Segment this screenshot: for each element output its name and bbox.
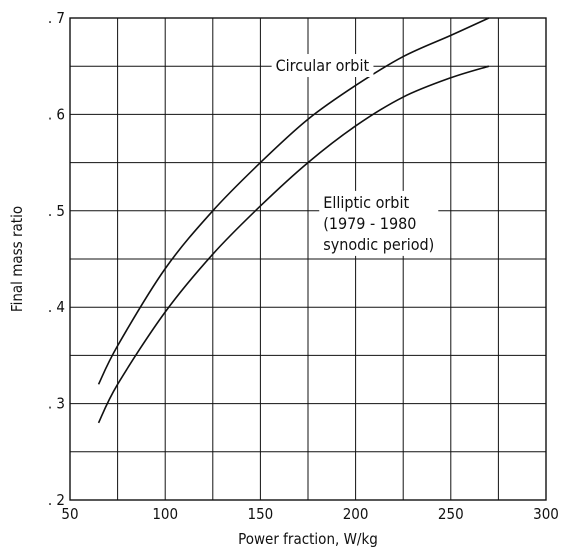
y-tick-label: . 4	[48, 298, 65, 316]
x-tick-label: 250	[438, 505, 464, 523]
annotation-1-line-2: synodic period)	[323, 235, 434, 254]
y-tick-labels: . 2 . 3 . 4 . 5 . 6 . 7	[48, 9, 65, 509]
curves	[97, 17, 490, 424]
y-tick-label: . 6	[48, 105, 65, 123]
annotation-1-line-1: (1979 - 1980	[323, 214, 416, 233]
annotation-0: Circular orbit	[271, 54, 374, 78]
annotation-0-background	[271, 54, 374, 78]
y-tick-label: . 7	[48, 9, 65, 27]
x-axis-label: Power fraction, W/kg	[238, 530, 378, 548]
annotations: Circular orbit Elliptic orbit (1979 - 1980…	[271, 54, 439, 256]
annotation-1: Elliptic orbit (1979 - 1980 synodic perio…	[319, 190, 439, 256]
annotation-1-background	[319, 190, 439, 256]
plot-frame	[69, 17, 547, 501]
series-line-0	[97, 17, 490, 385]
y-tick-label: . 2	[48, 491, 65, 509]
x-tick-label: 300	[533, 505, 559, 523]
x-tick-label: 200	[343, 505, 369, 523]
y-axis-label: Final mass ratio	[8, 206, 26, 312]
y-tick-label: . 5	[48, 202, 65, 220]
x-tick-label: 100	[152, 505, 178, 523]
grid	[70, 18, 546, 500]
x-tick-labels: 50 100 150 200 250 300	[61, 505, 558, 523]
x-tick-label: 150	[248, 505, 274, 523]
y-tick-label: . 3	[48, 395, 65, 413]
series-line-1	[97, 65, 490, 424]
x-tick-label: 50	[61, 505, 78, 523]
annotation-0-line-0: Circular orbit	[276, 56, 370, 75]
annotation-1-line-0: Elliptic orbit	[323, 193, 409, 212]
